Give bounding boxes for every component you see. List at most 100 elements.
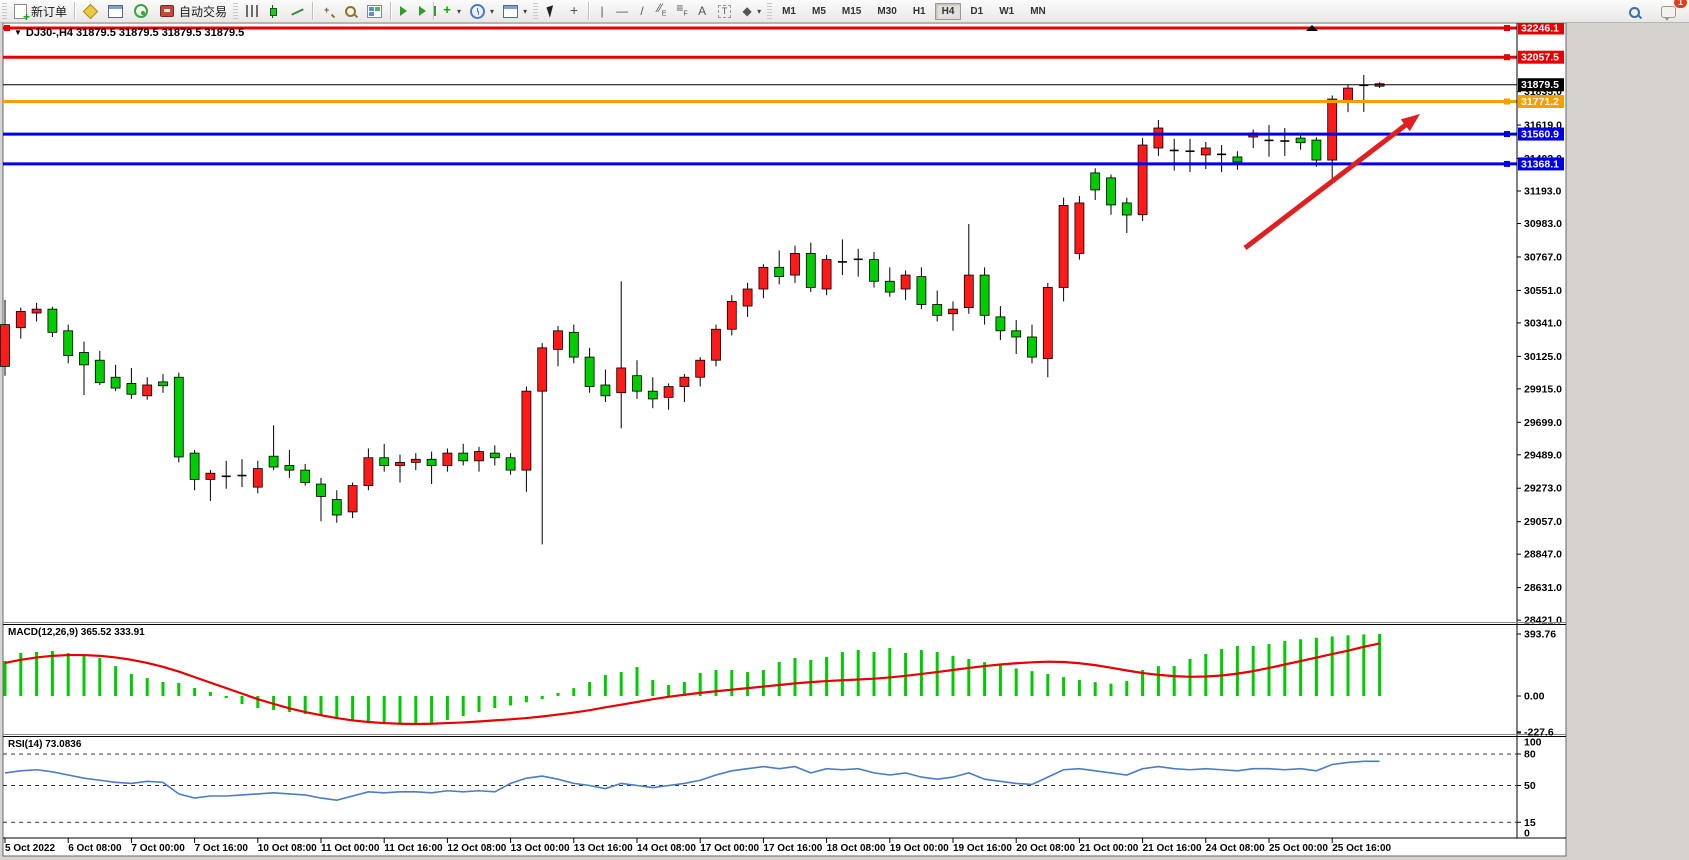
svg-text:80: 80 [1524, 749, 1536, 761]
zoom-in-button[interactable] [316, 1, 339, 21]
tile-windows-icon [367, 4, 383, 18]
chevron-down-icon: ▾ [457, 6, 462, 16]
auto-trading-label: 自动交易 [179, 4, 228, 19]
svg-text:29489.0: 29489.0 [1524, 449, 1562, 461]
separator [433, 2, 435, 20]
chart-shift-button[interactable] [413, 1, 437, 21]
tab-h1[interactable]: H1 [912, 5, 926, 17]
clock-icon [470, 3, 486, 19]
new-order-button[interactable]: 新订单 [9, 1, 71, 24]
date-label: 25 Oct 00:00 [1269, 843, 1328, 854]
tab-d1[interactable]: D1 [970, 5, 984, 17]
line-chart-button[interactable] [286, 1, 309, 21]
price-badge-31771.2: 31771.2 [1521, 96, 1559, 108]
separator [390, 2, 392, 20]
chart-shift-marker[interactable] [1306, 25, 1318, 31]
svg-text:-227.6: -227.6 [1524, 726, 1554, 738]
toolbar-grip[interactable] [767, 3, 773, 19]
bar-chart-button[interactable] [240, 1, 264, 21]
toolbar-grip[interactable] [533, 3, 539, 19]
date-label: 13 Oct 16:00 [574, 843, 633, 854]
chevron-down-icon[interactable]: ▼ [14, 28, 22, 37]
channel-icon: ⁄⁄E [657, 0, 667, 18]
auto-scroll-icon [400, 6, 408, 16]
candlestick-chart-button[interactable] [264, 1, 286, 21]
trend-arrow-annotation[interactable] [1243, 114, 1420, 250]
text-icon: A [698, 4, 707, 18]
toolbar-grip[interactable] [233, 3, 239, 19]
tab-m5[interactable]: M5 [812, 5, 826, 17]
tile-windows-button[interactable] [362, 1, 387, 21]
text-label-icon: T [718, 4, 732, 18]
tab-m15[interactable]: M15 [841, 5, 862, 17]
auto-scroll-button[interactable] [394, 1, 413, 21]
date-label: 11 Oct 00:00 [321, 843, 380, 854]
date-label: 14 Oct 08:00 [637, 843, 696, 854]
crosshair-tool-button[interactable]: + [563, 1, 585, 21]
macd-signal-line [4, 642, 1380, 726]
date-label: 11 Oct 16:00 [384, 843, 443, 854]
vertical-line-tool-button[interactable]: | [592, 1, 612, 21]
tab-mn[interactable]: MN [1030, 5, 1046, 17]
zoom-out-button[interactable] [339, 1, 362, 21]
svg-text:30983.0: 30983.0 [1524, 218, 1562, 230]
signals-button[interactable] [128, 1, 154, 21]
price-axis-badges: 32246.1 32057.5 31879.5 31771.2 31560.9 31368… [1518, 22, 1564, 171]
indicators-button[interactable]: + ▾ [437, 1, 465, 21]
chat-bubble-icon [1661, 6, 1676, 21]
price-level-lines[interactable] [3, 25, 1517, 167]
svg-text:29273.0: 29273.0 [1524, 483, 1562, 495]
svg-text:29915.0: 29915.0 [1524, 383, 1562, 395]
tab-w1[interactable]: W1 [999, 5, 1015, 17]
date-label: 19 Oct 00:00 [890, 843, 949, 854]
shapes-tool-button[interactable]: ◆ ▾ [737, 1, 765, 21]
chart-window-button[interactable] [103, 1, 128, 21]
notifications-button[interactable]: 1 [1656, 0, 1687, 22]
trendline-icon: / [640, 4, 644, 18]
fibonacci-tool-button[interactable]: ≡F [672, 1, 692, 21]
chart-canvas[interactable]: 31835.031619.031403.031193.030983.030767… [0, 22, 1689, 860]
timeframes-menu-button[interactable]: ▾ [465, 1, 498, 21]
horizontal-line-tool-button[interactable]: — [612, 1, 632, 21]
separator [312, 2, 314, 20]
auto-trading-icon [160, 5, 175, 17]
price-badge-31368.1: 31368.1 [1521, 158, 1559, 170]
date-axis: 5 Oct 2022 6 Oct 08:00 7 Oct 00:00 7 Oct 16… [4, 838, 1392, 854]
price-badge-31879.5: 31879.5 [1521, 79, 1559, 91]
price-badge-32246.1: 32246.1 [1521, 23, 1559, 35]
svg-text:30767.0: 30767.0 [1524, 251, 1562, 263]
new-order-label: 新订单 [31, 4, 68, 19]
tab-h4[interactable]: H4 [934, 2, 962, 20]
pane-divider[interactable] [3, 622, 1566, 839]
fibonacci-icon: ≡F [676, 0, 688, 18]
tab-m1[interactable]: M1 [782, 5, 796, 17]
svg-text:30125.0: 30125.0 [1524, 351, 1562, 363]
tab-m30[interactable]: M30 [877, 5, 897, 17]
new-order-icon [14, 3, 30, 24]
crosshair-icon: + [569, 2, 579, 18]
search-button[interactable] [1623, 2, 1646, 22]
market-watch-button[interactable] [78, 1, 103, 21]
svg-text:28631.0: 28631.0 [1524, 582, 1562, 594]
candlestick-series [0, 74, 1385, 545]
trendline-tool-button[interactable]: / [632, 1, 652, 21]
indicators-icon: + [443, 2, 451, 17]
date-label: 18 Oct 08:00 [827, 843, 886, 854]
chevron-down-icon: ▾ [757, 6, 762, 16]
chart-shift-icon [419, 6, 437, 16]
svg-text:29699.0: 29699.0 [1524, 417, 1562, 429]
svg-text:50: 50 [1524, 780, 1536, 792]
toolbar-grip[interactable] [2, 3, 7, 19]
date-label: 21 Oct 16:00 [1143, 843, 1202, 854]
svg-text:31193.0: 31193.0 [1524, 186, 1562, 198]
svg-text:0.00: 0.00 [1524, 691, 1545, 703]
date-label: 12 Oct 08:00 [447, 843, 506, 854]
vertical-line-icon: | [600, 4, 604, 18]
text-tool-button[interactable]: A [692, 1, 712, 21]
auto-trading-button[interactable]: 自动交易 [154, 1, 231, 21]
channel-tool-button[interactable]: ⁄⁄E [652, 1, 672, 21]
text-label-tool-button[interactable]: T [712, 1, 737, 21]
cursor-tool-button[interactable] [540, 1, 563, 21]
date-label: 5 Oct 2022 [5, 843, 55, 854]
templates-button[interactable]: ▾ [498, 1, 531, 21]
